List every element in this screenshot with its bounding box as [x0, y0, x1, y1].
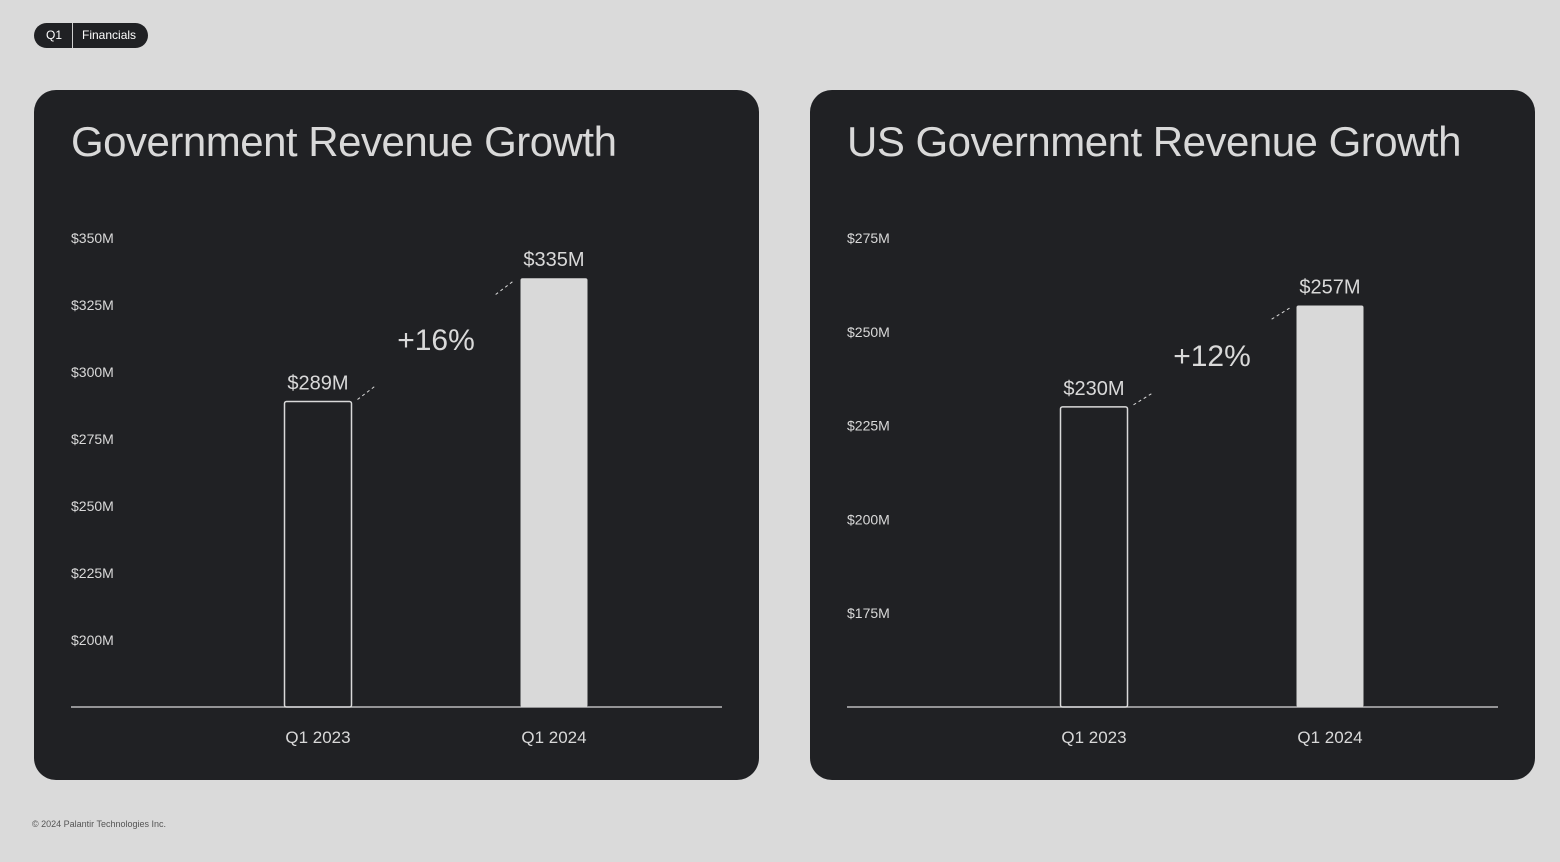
growth-connector-line: [357, 384, 377, 400]
section-tag-label: Financials: [82, 28, 137, 42]
x-tick-label: Q1 2023: [285, 728, 350, 747]
x-tick-label: Q1 2023: [1061, 728, 1126, 747]
growth-connector-line: [495, 279, 515, 295]
y-tick-label: $200M: [71, 632, 114, 648]
x-tick-label: Q1 2024: [1297, 728, 1362, 747]
growth-connector-line: [1271, 307, 1291, 320]
bar-value-label: $257M: [1299, 277, 1360, 299]
y-tick-label: $250M: [71, 498, 114, 514]
y-tick-label: $300M: [71, 364, 114, 380]
bar-q1-2023: [1059, 406, 1129, 708]
chart-title: US Government Revenue Growth: [847, 118, 1461, 165]
bar-value-label: $289M: [287, 372, 348, 394]
copyright-footer: © 2024 Palantir Technologies Inc.: [32, 819, 167, 829]
us-government-revenue-chart-panel: US Government Revenue Growth $175M $200M $…: [810, 90, 1535, 780]
y-tick-label: $200M: [847, 511, 890, 527]
x-tick-label: Q1 2024: [521, 728, 586, 747]
government-revenue-chart: $200M $225M $250M $275M $300M $325M $350M $289M…: [71, 230, 722, 747]
y-tick-label: $175M: [847, 605, 890, 621]
growth-percentage-label: +12%: [1173, 340, 1251, 373]
y-tick-label: $350M: [71, 230, 114, 246]
bar-value-label: $230M: [1063, 378, 1124, 400]
us-government-revenue-chart: $175M $200M $225M $250M $275M $230M Q1 2023 $25…: [847, 230, 1498, 747]
y-tick-label: $250M: [847, 324, 890, 340]
bar-q1-2023: [283, 400, 353, 708]
bar-q1-2024: [1296, 305, 1364, 707]
bar-q1-2024: [520, 278, 588, 707]
growth-connector-line: [1133, 392, 1153, 406]
y-tick-label: $275M: [71, 431, 114, 447]
section-tag-quarter: Q1: [34, 23, 74, 48]
section-tag: Q1 Financials: [34, 23, 149, 48]
y-tick-label: $225M: [847, 418, 890, 434]
y-tick-label: $325M: [71, 297, 114, 313]
y-tick-label: $225M: [71, 565, 114, 581]
chart-title: Government Revenue Growth: [71, 118, 617, 165]
growth-percentage-label: +16%: [397, 324, 475, 357]
government-revenue-chart-panel: Government Revenue Growth $200M $225M $250…: [34, 90, 759, 780]
y-tick-label: $275M: [847, 230, 890, 246]
bar-value-label: $335M: [523, 249, 584, 271]
